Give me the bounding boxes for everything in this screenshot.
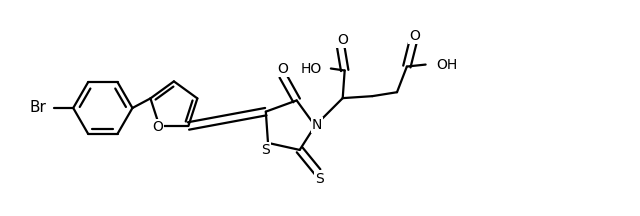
Text: Br: Br [29,100,47,116]
Text: S: S [315,172,324,186]
Text: O: O [410,29,420,43]
Text: N: N [312,118,322,132]
Text: S: S [260,143,269,157]
Text: O: O [337,33,348,47]
Text: HO: HO [301,62,322,76]
Text: O: O [152,120,163,134]
Text: OH: OH [436,58,458,71]
Text: O: O [277,62,288,76]
